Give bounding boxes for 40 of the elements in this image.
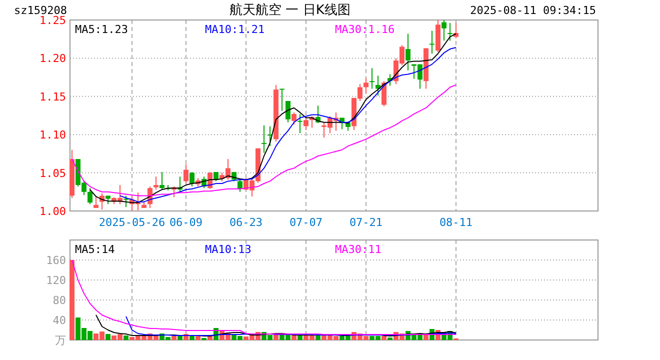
y-tick-label: 万 xyxy=(55,334,66,347)
x-tick-label: 07-21 xyxy=(349,216,383,229)
y-tick-label: 1.15 xyxy=(40,90,66,104)
text: MA5:1.23 xyxy=(75,23,128,36)
bar xyxy=(208,336,212,340)
y-tick-label: 160 xyxy=(46,254,66,267)
y-tick-label: 120 xyxy=(46,274,66,287)
bar xyxy=(172,336,176,340)
y-tick-label: 1.20 xyxy=(40,52,66,66)
x-tick-label: 2025-05-26 xyxy=(98,216,166,229)
bar xyxy=(292,335,296,340)
x-tick-label: 06-23 xyxy=(229,216,263,229)
text: MA30:1.16 xyxy=(335,23,395,36)
bar xyxy=(124,336,128,340)
bar xyxy=(178,336,182,340)
bar xyxy=(298,335,302,340)
y-tick-label: 1.00 xyxy=(40,205,66,218)
x-tick-label: 07-07 xyxy=(289,216,323,229)
text: MA10:1.21 xyxy=(205,23,265,36)
y-tick-label: 1.10 xyxy=(40,128,66,142)
bar xyxy=(196,336,200,340)
bar xyxy=(190,336,194,340)
text: MA5:14 xyxy=(75,243,116,256)
text: MA30:11 xyxy=(335,243,382,256)
y-tick-label: 80 xyxy=(52,294,66,307)
text: sz159208 xyxy=(14,4,67,17)
bar xyxy=(316,335,320,340)
bar xyxy=(70,260,74,340)
text: 2025-08-11 09:34:15 xyxy=(470,4,596,17)
bar xyxy=(424,335,428,340)
line-series xyxy=(72,260,456,335)
x-tick-label: 06-09 xyxy=(169,216,203,229)
chart-title: 航天航空 一 日K线图 xyxy=(230,3,350,18)
bar xyxy=(106,334,110,340)
x-tick-label: 08-11 xyxy=(439,216,473,229)
bar xyxy=(382,336,386,340)
y-tick-label: 40 xyxy=(52,314,66,327)
y-tick-label: 1.05 xyxy=(40,166,66,180)
text: MA10:13 xyxy=(205,243,252,256)
y-tick-label: 1.25 xyxy=(40,14,66,27)
